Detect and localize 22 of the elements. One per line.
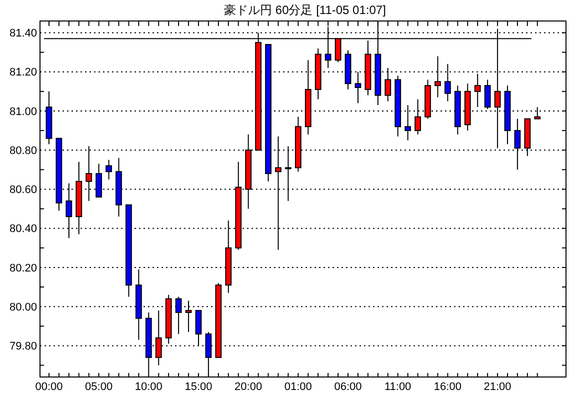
candlestick: [106, 159, 112, 180]
y-tick-label: 80.20: [9, 262, 37, 274]
x-tick-label: 11:00: [384, 381, 412, 393]
x-tick-label: 10:00: [134, 381, 162, 393]
y-tick-label: 81.00: [9, 106, 37, 118]
x-tick-label: 05:00: [85, 381, 113, 393]
y-tick-label: 80.60: [9, 184, 37, 196]
candlestick: [484, 79, 491, 110]
y-tick-label: 80.00: [9, 301, 37, 314]
x-tick-label: 01:00: [284, 381, 312, 393]
y-tick-label: 79.80: [9, 340, 37, 353]
x-tick-label: 20:00: [234, 381, 262, 393]
x-tick-label: 00:00: [35, 381, 63, 393]
y-tick-label: 80.40: [9, 223, 37, 236]
y-tick-label: 81.40: [9, 28, 37, 40]
y-tick-label: 81.20: [9, 66, 37, 79]
x-tick-label: 15:00: [184, 381, 212, 393]
chart-title: 豪ドル円 60分足 [11-05 01:07]: [224, 3, 386, 17]
y-tick-label: 80.80: [9, 144, 37, 157]
x-tick-label: 16:00: [434, 381, 462, 393]
x-tick-label: 06:00: [334, 381, 362, 393]
x-tick-label: 21:00: [484, 381, 512, 393]
